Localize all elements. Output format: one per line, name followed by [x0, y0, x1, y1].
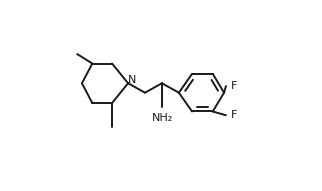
Text: F: F [231, 81, 237, 91]
Text: NH₂: NH₂ [152, 113, 174, 123]
Text: N: N [128, 74, 136, 84]
Text: F: F [231, 110, 237, 120]
